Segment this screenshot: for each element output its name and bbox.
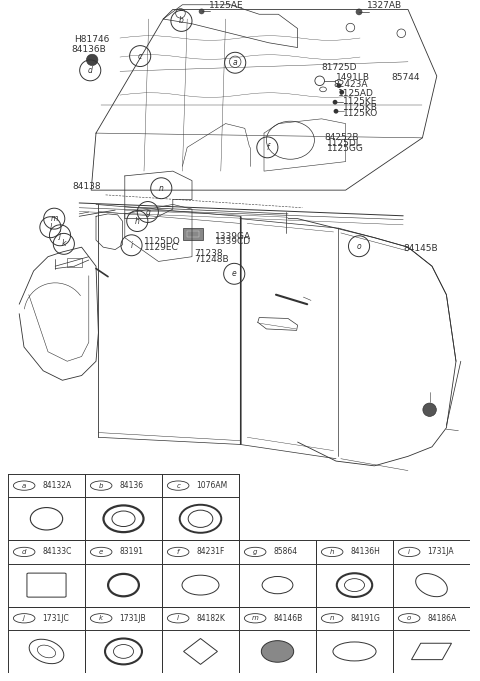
- Circle shape: [356, 9, 362, 15]
- Text: k: k: [61, 239, 66, 249]
- Text: m: m: [50, 214, 58, 223]
- Text: 85744: 85744: [391, 72, 420, 82]
- Text: 81725D: 81725D: [322, 63, 357, 72]
- Text: f: f: [177, 549, 180, 555]
- Text: g: g: [253, 549, 257, 555]
- Text: e: e: [232, 269, 237, 279]
- Circle shape: [336, 83, 341, 88]
- Circle shape: [199, 9, 204, 14]
- Circle shape: [334, 109, 338, 114]
- Text: 84182K: 84182K: [196, 614, 226, 623]
- Text: 84191G: 84191G: [350, 614, 380, 623]
- Text: n: n: [330, 615, 335, 621]
- Text: l: l: [49, 223, 51, 232]
- Text: 71238: 71238: [194, 249, 223, 258]
- Text: a: a: [233, 59, 238, 67]
- Text: j: j: [23, 615, 25, 621]
- Text: 1327AB: 1327AB: [367, 1, 402, 10]
- Bar: [183, 228, 203, 240]
- Circle shape: [339, 90, 344, 95]
- Text: 1125KE: 1125KE: [343, 97, 378, 106]
- Text: e: e: [99, 549, 103, 555]
- Text: d: d: [22, 549, 26, 555]
- Text: j: j: [59, 231, 61, 240]
- Text: 1129EC: 1129EC: [144, 243, 179, 252]
- Text: 1125DQ: 1125DQ: [144, 238, 181, 247]
- Text: 84132A: 84132A: [43, 481, 72, 490]
- Text: H81746: H81746: [74, 35, 110, 44]
- Text: 1731JA: 1731JA: [428, 548, 454, 556]
- Text: 84186A: 84186A: [428, 614, 457, 623]
- Text: i: i: [131, 241, 132, 250]
- Text: b: b: [99, 483, 103, 488]
- Text: 84145B: 84145B: [403, 244, 438, 253]
- Text: h: h: [330, 549, 335, 555]
- Circle shape: [423, 403, 436, 416]
- Text: f: f: [266, 143, 269, 152]
- Text: m: m: [252, 615, 259, 621]
- Text: c: c: [176, 483, 180, 488]
- Text: k: k: [99, 615, 103, 621]
- Text: 84133C: 84133C: [43, 548, 72, 556]
- Text: 85864: 85864: [274, 548, 298, 556]
- Text: 84136B: 84136B: [71, 45, 106, 54]
- Text: 83191: 83191: [120, 548, 144, 556]
- Text: 1491LB: 1491LB: [336, 72, 370, 82]
- Circle shape: [86, 54, 98, 65]
- Text: n: n: [159, 184, 164, 193]
- Text: 1339GA: 1339GA: [215, 232, 251, 241]
- Text: g: g: [145, 208, 150, 217]
- Text: h: h: [135, 217, 140, 225]
- Text: 1125KB: 1125KB: [343, 103, 378, 112]
- Text: 1125AE: 1125AE: [209, 1, 243, 10]
- Text: 84136H: 84136H: [350, 548, 380, 556]
- Text: 84138: 84138: [72, 182, 101, 191]
- Text: i: i: [408, 549, 410, 555]
- Text: a: a: [22, 483, 26, 488]
- Text: 1125GG: 1125GG: [327, 144, 364, 153]
- Text: l: l: [177, 615, 179, 621]
- Ellipse shape: [261, 641, 294, 662]
- Bar: [67, 257, 82, 267]
- Text: o: o: [357, 242, 361, 251]
- Text: o: o: [407, 615, 411, 621]
- Text: 84252B: 84252B: [324, 133, 359, 142]
- Text: 84136: 84136: [120, 481, 144, 490]
- Circle shape: [333, 100, 337, 105]
- Text: 1125AD: 1125AD: [338, 89, 374, 97]
- Text: 1339CD: 1339CD: [215, 238, 251, 247]
- Text: d: d: [88, 66, 93, 75]
- Text: 71248B: 71248B: [194, 255, 229, 264]
- Text: 84146B: 84146B: [274, 614, 303, 623]
- Text: 1125KO: 1125KO: [343, 109, 378, 118]
- Text: 1731JC: 1731JC: [43, 614, 69, 623]
- Text: 84231F: 84231F: [196, 548, 225, 556]
- Text: c: c: [138, 52, 142, 61]
- Bar: [187, 231, 199, 237]
- Text: 1731JB: 1731JB: [120, 614, 146, 623]
- Text: 1125DL: 1125DL: [327, 138, 362, 148]
- Text: 82423A: 82423A: [334, 80, 368, 89]
- Text: 1076AM: 1076AM: [196, 481, 228, 490]
- Text: b: b: [179, 16, 184, 25]
